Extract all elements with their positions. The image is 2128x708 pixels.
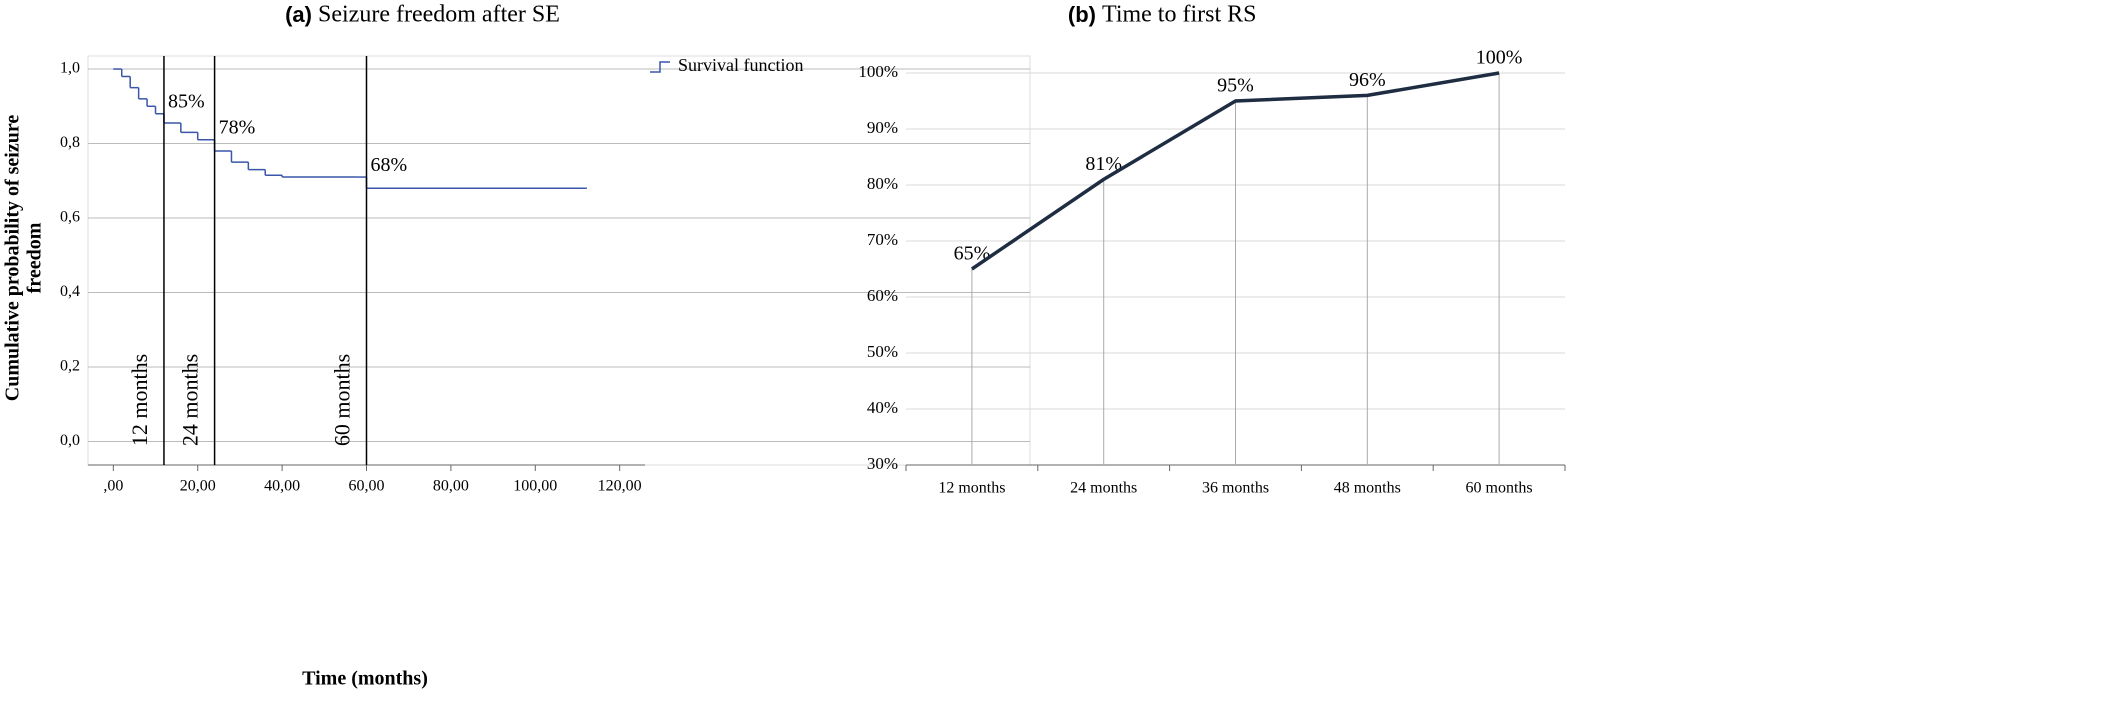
x-tick-label: 36 months: [1202, 480, 1269, 497]
x-tick-label: 60 months: [1466, 480, 1533, 497]
x-tick-label: 12 months: [938, 480, 1005, 497]
panel-label: (b): [1068, 2, 1096, 27]
legend-label: Survival function: [678, 55, 803, 75]
value-label: 95%: [1217, 75, 1254, 97]
value-label: 81%: [1085, 153, 1122, 175]
x-axis-label: Time (months): [302, 668, 428, 690]
reference-label: 60 months: [330, 354, 355, 446]
y-tick-label: 50%: [867, 342, 898, 361]
x-tick-label: 40,00: [264, 478, 300, 495]
y-axis-label: freedom: [24, 222, 46, 293]
x-tick-label: 80,00: [433, 478, 469, 495]
y-tick-label: 0,2: [60, 358, 80, 375]
x-tick-label: 24 months: [1070, 480, 1137, 497]
x-tick-label: 48 months: [1334, 480, 1401, 497]
value-label: 100%: [1476, 47, 1523, 69]
x-tick-label: 20,00: [180, 478, 216, 495]
y-tick-label: 0,8: [60, 134, 80, 151]
x-tick-label: 120,00: [598, 478, 642, 495]
y-tick-label: 100%: [858, 62, 898, 81]
value-label: 65%: [954, 243, 991, 265]
value-label: 96%: [1349, 69, 1386, 91]
reference-label: 24 months: [178, 354, 203, 446]
y-tick-label: 70%: [867, 230, 898, 249]
annotation: 85%: [168, 91, 205, 113]
annotation: 68%: [371, 154, 408, 176]
legend-swatch: [650, 61, 670, 73]
y-tick-label: 0,4: [60, 283, 80, 300]
reference-label: 12 months: [127, 354, 152, 446]
y-axis-label: Cumulative probability of seizure: [2, 115, 24, 402]
line: [970, 71, 1500, 271]
y-tick-label: 60%: [867, 286, 898, 305]
x-tick-label: ,00: [103, 478, 123, 495]
y-tick-label: 80%: [867, 174, 898, 193]
y-tick-label: 0,0: [60, 432, 80, 449]
y-tick-label: 90%: [867, 118, 898, 137]
y-tick-label: 40%: [867, 398, 898, 417]
panel-label: (a): [285, 2, 312, 27]
y-tick-label: 1,0: [60, 60, 80, 77]
chart-title: Seizure freedom after SE: [318, 2, 560, 28]
chart-title: Time to first RS: [1102, 2, 1257, 28]
y-tick-label: 30%: [867, 454, 898, 473]
x-tick-label: 100,00: [513, 478, 557, 495]
annotation: 78%: [219, 117, 256, 139]
y-tick-label: 0,6: [60, 209, 80, 226]
x-tick-label: 60,00: [349, 478, 385, 495]
